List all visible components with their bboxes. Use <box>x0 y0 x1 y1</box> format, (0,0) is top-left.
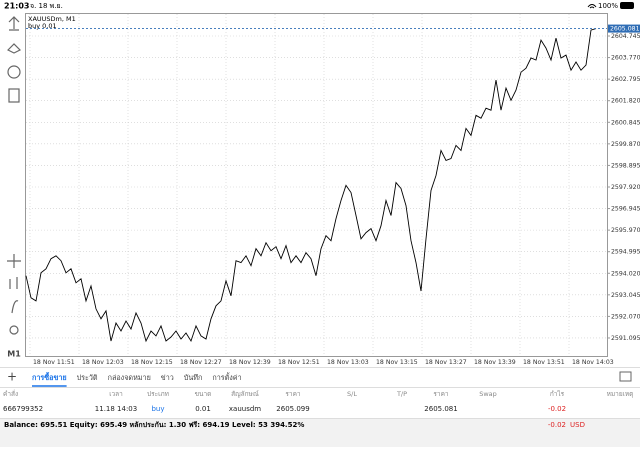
y-tick-label: 2604.745 <box>611 33 640 40</box>
x-tick-label: 18 Nov 12:51 <box>278 359 320 366</box>
x-tick-label: 18 Nov 12:03 <box>82 359 124 366</box>
column-header: ราคา <box>285 390 300 398</box>
y-tick-label: 2594.020 <box>611 270 640 277</box>
y-tick-label: 2599.870 <box>611 141 640 148</box>
column-header: หมายเหตุ <box>607 390 634 398</box>
x-tick-label: 18 Nov 13:51 <box>523 359 565 366</box>
x-tick-label: 18 Nov 13:39 <box>474 359 516 366</box>
indicator-icon[interactable] <box>11 300 19 314</box>
x-tick-label: 18 Nov 13:15 <box>376 359 418 366</box>
cell-type[interactable]: buy <box>151 405 164 413</box>
y-tick-label: 2594.995 <box>611 249 640 256</box>
cell-time[interactable]: 11.18 14:03 <box>95 405 137 413</box>
add-button[interactable]: + <box>7 370 17 384</box>
battery-text: 100% <box>598 2 618 10</box>
y-tick-label: 2603.770 <box>611 55 640 62</box>
current-price-label: 2605.081 <box>610 26 640 33</box>
y-tick-label: 2596.945 <box>611 206 640 213</box>
y-tick-label: 2601.820 <box>611 98 640 105</box>
column-header: ราคา <box>433 390 448 398</box>
wifi-icon <box>587 4 597 9</box>
y-tick-label: 2593.045 <box>611 292 640 299</box>
objects-icon[interactable] <box>9 325 19 335</box>
tab[interactable]: กล่องจดหมาย <box>108 373 151 382</box>
chart-annotation: buy 0.01 <box>28 22 57 30</box>
x-tick-label: 18 Nov 13:03 <box>327 359 369 366</box>
candles-icon[interactable] <box>9 277 18 289</box>
y-tick-label: 2598.895 <box>611 162 640 169</box>
footer-profit: -0.02 <box>548 421 566 429</box>
y-tick-label: 2592.070 <box>611 313 640 320</box>
layout-icon[interactable] <box>619 371 632 382</box>
tab[interactable]: การตั้งค่า <box>212 372 241 382</box>
y-tick-label: 2597.920 <box>611 184 640 191</box>
chart-title: XAUUSDm, M1 <box>28 15 76 23</box>
column-header: กำไร <box>550 390 565 398</box>
footer-bg <box>0 419 640 447</box>
x-tick-label: 18 Nov 12:39 <box>229 359 271 366</box>
price-line <box>25 28 597 343</box>
x-tick-label: 18 Nov 12:27 <box>180 359 222 366</box>
tab[interactable]: บันทึก <box>184 373 203 382</box>
account-summary: Balance: 695.51 Equity: 695.49 หลักประกั… <box>4 421 304 429</box>
tab[interactable]: ข่าว <box>161 373 174 382</box>
y-tick-label: 2602.795 <box>611 76 640 83</box>
order-icon[interactable] <box>6 43 22 54</box>
column-header: Swap <box>479 390 497 398</box>
trade-icon[interactable] <box>8 16 20 31</box>
column-header: S/L <box>347 390 357 398</box>
status-date: จ. 18 พ.ย. <box>30 2 63 10</box>
tab[interactable]: การซื้อขาย <box>32 371 67 382</box>
cell-order[interactable]: 666799352 <box>3 405 43 413</box>
x-tick-label: 18 Nov 11:51 <box>33 359 75 366</box>
chart-frame <box>25 13 608 357</box>
cell-volume[interactable]: 0.01 <box>195 405 211 413</box>
status-time: 21:03 <box>4 2 29 11</box>
cell-open-price[interactable]: 2605.099 <box>276 405 309 413</box>
cell-profit[interactable]: -0.02 <box>548 405 566 413</box>
x-tick-label: 18 Nov 13:27 <box>425 359 467 366</box>
doc-icon[interactable] <box>8 88 20 103</box>
column-header: ขนาด <box>195 390 212 398</box>
current-price-box <box>608 24 640 33</box>
column-header: เวลา <box>109 390 123 398</box>
x-tick-label: 18 Nov 14:03 <box>572 359 614 366</box>
column-header: คำสั่ง <box>3 389 18 398</box>
y-tick-label: 2600.845 <box>611 119 640 126</box>
y-tick-label: 2591.095 <box>611 335 640 342</box>
footer-currency: USD <box>570 421 585 429</box>
timeframe-button[interactable]: M1 <box>7 350 21 359</box>
chat-icon[interactable] <box>7 65 21 79</box>
y-tick-label: 2595.970 <box>611 227 640 234</box>
column-header: สัญลักษณ์ <box>231 390 259 398</box>
battery-icon <box>620 2 634 9</box>
column-header: T/P <box>396 390 407 398</box>
tab[interactable]: ประวัติ <box>77 373 98 382</box>
crosshair-icon[interactable] <box>7 254 21 268</box>
x-tick-label: 18 Nov 12:15 <box>131 359 173 366</box>
column-header: ประเภท <box>147 390 169 398</box>
cell-price[interactable]: 2605.081 <box>424 405 457 413</box>
cell-symbol[interactable]: xauusdm <box>229 405 261 413</box>
